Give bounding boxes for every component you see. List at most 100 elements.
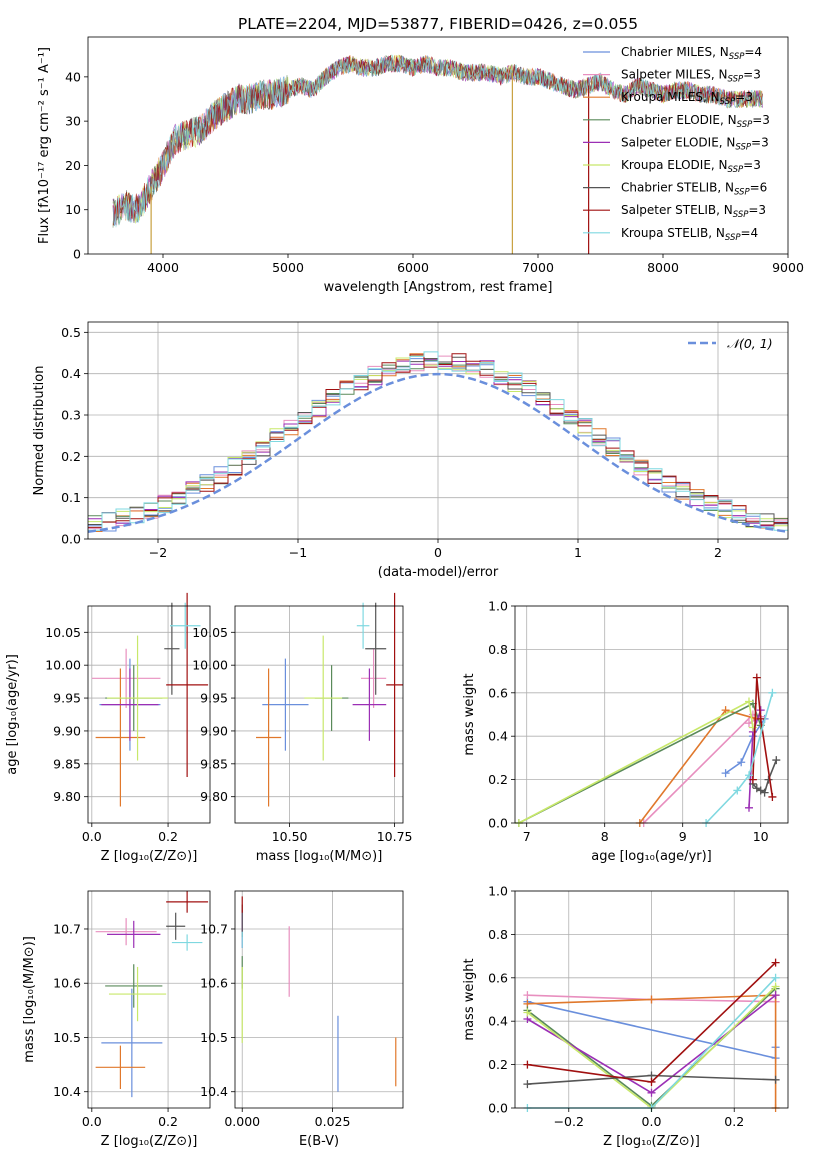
y-tick-label: 0.2 [61, 449, 81, 464]
weight-marker [523, 1060, 532, 1069]
weight-marker [772, 756, 781, 765]
weight-marker [647, 1088, 656, 1097]
error-bar-point [101, 988, 163, 1098]
x-tick-label: 0.0 [82, 1114, 102, 1129]
y-tick-label: 10.00 [192, 658, 228, 673]
x-axis-label: wavelength [Angstrom, rest frame] [324, 280, 553, 295]
age_vs_Z-panel: 0.0 0.2 9.80 9.85 9.90 9.95 10.00 10.05 Z [log₁₀… [5, 592, 211, 864]
weight_vs_age-panel: 7 8 9 10 0.0 0.2 0.4 0.6 0.8 1.0 age [log₁₀(age/yr… [462, 599, 789, 864]
residuals-panel: −2 −1 0 1 2 0.0 0.1 0.2 0.3 0.4 0.5 (data-model)/er… [32, 321, 789, 580]
x-tick-label: −2 [149, 545, 167, 560]
x-tick-label: 7 [523, 829, 531, 844]
weight-marker [771, 982, 780, 991]
x-tick-label: 0.000 [224, 1114, 260, 1129]
weight-marker [768, 792, 777, 801]
spectrum-panel: 4000 5000 6000 7000 8000 9000 0 10 20 30 40 wavelen… [37, 36, 804, 295]
y-tick-label: 9.95 [200, 691, 228, 706]
y-tick-label: 9.80 [53, 789, 81, 804]
x-tick-label: −1 [289, 545, 307, 560]
y-tick-label: 9.85 [53, 756, 81, 771]
legend-entry: Salpeter STELIB, NSSP=3 [621, 203, 766, 220]
legend-entry: Kroupa ELODIE, NSSP=3 [621, 158, 761, 175]
weight-series [514, 699, 765, 827]
y-tick-label: 10.4 [200, 1084, 228, 1099]
error-bar-point [361, 648, 387, 708]
y-axis-label: mass weight [462, 673, 477, 755]
weight-marker [745, 771, 753, 780]
x-tick-label: 0.0 [642, 1114, 662, 1129]
weight-marker [764, 775, 773, 784]
weight-marker [745, 803, 753, 812]
mass_vs_Z-plot-area [88, 891, 210, 1108]
error-bar-point [164, 602, 180, 695]
error-bar-point [95, 668, 146, 807]
y-tick-label: 0.4 [488, 729, 508, 744]
axes-frame [87, 36, 789, 255]
figure-title: PLATE=2204, MJD=53877, FIBERID=0426, z=0… [238, 15, 638, 33]
legend-entry: Chabrier STELIB, NSSP=6 [621, 181, 767, 198]
x-tick-label: 10 [753, 829, 769, 844]
weight-line [752, 677, 774, 798]
y-tick-label: 9.95 [53, 691, 81, 706]
legend-entry: Salpeter ELODIE, NSSP=3 [621, 135, 769, 152]
y-tick-label: 9.90 [200, 723, 228, 738]
error-bar-point [356, 602, 370, 649]
x-tick-label: 0.2 [158, 829, 178, 844]
y-tick-label: 10.05 [192, 625, 228, 640]
x-tick-label: 7000 [522, 260, 554, 275]
y-tick-label: 10.7 [53, 921, 81, 936]
x-axis-label: Z [log₁₀(Z/Z⊙)] [101, 1134, 198, 1149]
x-tick-label: 8 [601, 829, 609, 844]
weight-marker [771, 1075, 780, 1084]
error-bar-point [101, 668, 159, 741]
y-tick-label: 10.6 [200, 976, 228, 991]
y-axis-label: Normed distribution [32, 366, 47, 496]
error-bar-point [256, 668, 282, 807]
y-tick-label: 10.4 [53, 1084, 81, 1099]
spectrum-plot-area [112, 53, 763, 254]
y-tick-label: 1.0 [488, 884, 508, 899]
y-axis-label: mass weight [462, 958, 477, 1040]
weight-marker [721, 706, 730, 715]
x-tick-label: 0.025 [315, 1114, 351, 1129]
y-axis-label: age [log₁₀(age/yr)] [5, 654, 20, 775]
weight-marker [647, 995, 656, 1004]
legend-entry: Chabrier ELODIE, NSSP=3 [621, 113, 770, 130]
legend-entry: Kroupa STELIB, NSSP=4 [621, 226, 758, 243]
error-bar-point [91, 648, 161, 708]
weight-marker [647, 1077, 656, 1086]
error-bar-point [304, 635, 343, 761]
error-bar-point [107, 635, 169, 761]
weight-marker [745, 697, 753, 706]
x-tick-label: 2 [714, 545, 722, 560]
x-tick-label: 8000 [647, 260, 679, 275]
y-tick-label: 0.0 [61, 532, 81, 547]
y-tick-label: 0.1 [61, 490, 81, 505]
x-tick-label: 9 [679, 829, 687, 844]
axes-frame [87, 605, 211, 824]
error-bar-point [166, 891, 209, 913]
age_vs_Z-plot-area [88, 592, 210, 823]
x-tick-label: −0.2 [554, 1114, 584, 1129]
error-bar-point [169, 602, 201, 649]
weight_vs_age-plot-area [514, 605, 788, 827]
weight-marker [771, 973, 780, 982]
weight-marker [756, 714, 765, 723]
axes-frame [234, 890, 404, 1109]
weight-marker [721, 769, 730, 778]
weight-marker [771, 958, 780, 967]
weight-marker [771, 991, 780, 1000]
legend-entry: Kroupa MILES, NSSP=3 [621, 90, 753, 107]
y-tick-label: 0.8 [488, 927, 508, 942]
y-tick-label: 0.8 [488, 642, 508, 657]
y-tick-label: 0.0 [488, 1101, 508, 1116]
y-tick-label: 1.0 [488, 599, 508, 614]
x-axis-label: Z [log₁₀(Z/Z⊙)] [101, 849, 198, 864]
error-bar-point [166, 592, 209, 777]
error-bar-point [108, 966, 167, 1022]
error-bar-point [107, 920, 161, 948]
weight-line [527, 994, 777, 1108]
legend-entry: Chabrier MILES, NSSP=4 [621, 45, 762, 62]
x-tick-label: 0.0 [82, 829, 102, 844]
y-tick-label: 9.80 [200, 789, 228, 804]
